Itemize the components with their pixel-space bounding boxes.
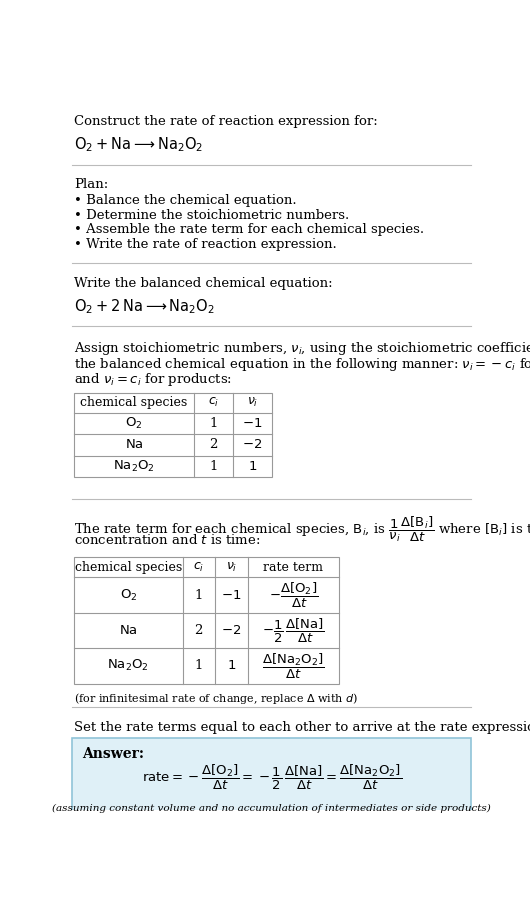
Text: 1: 1 xyxy=(209,460,218,473)
Text: Answer:: Answer: xyxy=(82,747,144,761)
Text: chemical species: chemical species xyxy=(81,396,188,410)
Text: $\nu_i$: $\nu_i$ xyxy=(246,396,258,410)
Text: 1: 1 xyxy=(195,589,203,602)
FancyBboxPatch shape xyxy=(73,737,471,821)
Bar xyxy=(74,557,339,683)
Text: $1$: $1$ xyxy=(227,660,236,672)
Text: $c_i$: $c_i$ xyxy=(208,396,219,410)
Text: 1: 1 xyxy=(195,660,203,672)
Text: Set the rate terms equal to each other to arrive at the rate expression:: Set the rate terms equal to each other t… xyxy=(74,721,530,733)
Text: and $\nu_i = c_i$ for products:: and $\nu_i = c_i$ for products: xyxy=(74,371,232,388)
Text: • Balance the chemical equation.: • Balance the chemical equation. xyxy=(74,194,297,207)
Text: • Write the rate of reaction expression.: • Write the rate of reaction expression. xyxy=(74,238,337,251)
Text: $-1$: $-1$ xyxy=(242,417,262,430)
Text: 1: 1 xyxy=(209,417,218,430)
Text: 2: 2 xyxy=(195,624,203,637)
Text: the balanced chemical equation in the following manner: $\nu_i = -c_i$ for react: the balanced chemical equation in the fo… xyxy=(74,356,530,372)
Text: $-2$: $-2$ xyxy=(242,439,262,451)
Bar xyxy=(74,392,271,477)
Text: $-\dfrac{1}{2}\,\dfrac{\Delta[\mathrm{Na}]}{\Delta t}$: $-\dfrac{1}{2}\,\dfrac{\Delta[\mathrm{Na… xyxy=(262,616,325,644)
Text: Assign stoichiometric numbers, $\nu_i$, using the stoichiometric coefficients, $: Assign stoichiometric numbers, $\nu_i$, … xyxy=(74,340,530,358)
Text: $\mathrm{Na}$: $\mathrm{Na}$ xyxy=(119,624,138,637)
Text: $-1$: $-1$ xyxy=(221,589,242,602)
Text: $\mathrm{O_2 + 2\,Na \longrightarrow Na_2O_2}$: $\mathrm{O_2 + 2\,Na \longrightarrow Na_… xyxy=(74,297,215,316)
Text: Write the balanced chemical equation:: Write the balanced chemical equation: xyxy=(74,277,333,290)
Text: • Determine the stoichiometric numbers.: • Determine the stoichiometric numbers. xyxy=(74,208,349,221)
Text: $\nu_i$: $\nu_i$ xyxy=(226,561,237,574)
Text: Construct the rate of reaction expression for:: Construct the rate of reaction expressio… xyxy=(74,116,378,128)
Text: $c_i$: $c_i$ xyxy=(193,561,205,574)
Text: $1$: $1$ xyxy=(248,460,257,473)
Text: $-2$: $-2$ xyxy=(221,624,242,637)
Text: $\mathrm{O_2 + Na \longrightarrow Na_2O_2}$: $\mathrm{O_2 + Na \longrightarrow Na_2O_… xyxy=(74,136,203,154)
Text: 2: 2 xyxy=(209,439,218,451)
Text: The rate term for each chemical species, $\mathrm{B}_i$, is $\dfrac{1}{\nu_i}\df: The rate term for each chemical species,… xyxy=(74,514,530,543)
Text: $\mathrm{Na_2O_2}$: $\mathrm{Na_2O_2}$ xyxy=(107,658,149,673)
Text: $\mathrm{O_2}$: $\mathrm{O_2}$ xyxy=(120,588,137,602)
Text: $\mathrm{rate} = -\dfrac{\Delta[\mathrm{O_2}]}{\Delta t} = -\dfrac{1}{2}\,\dfrac: $\mathrm{rate} = -\dfrac{\Delta[\mathrm{… xyxy=(142,763,402,793)
Text: rate term: rate term xyxy=(263,561,323,574)
Text: • Assemble the rate term for each chemical species.: • Assemble the rate term for each chemic… xyxy=(74,223,424,237)
Text: Plan:: Plan: xyxy=(74,178,108,191)
Text: $\dfrac{\Delta[\mathrm{Na_2O_2}]}{\Delta t}$: $\dfrac{\Delta[\mathrm{Na_2O_2}]}{\Delta… xyxy=(262,652,325,681)
Text: (assuming constant volume and no accumulation of intermediates or side products): (assuming constant volume and no accumul… xyxy=(52,804,491,813)
Text: $\mathrm{O_2}$: $\mathrm{O_2}$ xyxy=(125,416,143,431)
Text: concentration and $t$ is time:: concentration and $t$ is time: xyxy=(74,532,260,547)
Text: $-\dfrac{\Delta[\mathrm{O_2}]}{\Delta t}$: $-\dfrac{\Delta[\mathrm{O_2}]}{\Delta t}… xyxy=(269,581,318,610)
Text: chemical species: chemical species xyxy=(75,561,182,574)
Text: $\mathrm{Na_2O_2}$: $\mathrm{Na_2O_2}$ xyxy=(113,459,155,474)
Text: (for infinitesimal rate of change, replace $\Delta$ with $d$): (for infinitesimal rate of change, repla… xyxy=(74,692,358,706)
Text: $\mathrm{Na}$: $\mathrm{Na}$ xyxy=(125,439,144,451)
